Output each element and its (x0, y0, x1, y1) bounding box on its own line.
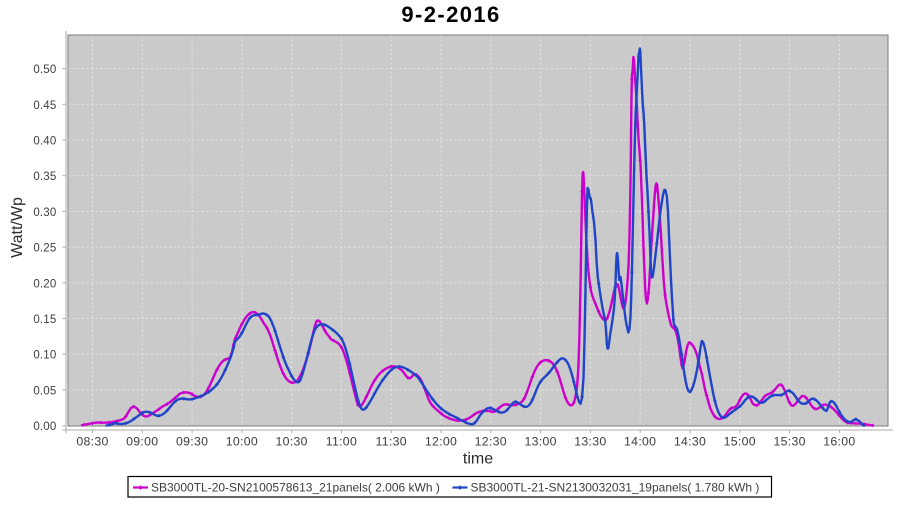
svg-text:0.05: 0.05 (33, 386, 56, 398)
svg-text:14:00: 14:00 (624, 434, 656, 448)
svg-text:12:30: 12:30 (475, 434, 507, 448)
svg-text:10:30: 10:30 (276, 434, 308, 448)
svg-text:16:00: 16:00 (823, 434, 855, 448)
svg-text:0.20: 0.20 (33, 278, 56, 290)
svg-text:15:30: 15:30 (773, 434, 805, 448)
svg-text:0.10: 0.10 (33, 350, 56, 362)
svg-text:12:00: 12:00 (425, 434, 457, 448)
svg-text:08:30: 08:30 (76, 434, 108, 448)
svg-text:0.30: 0.30 (33, 207, 56, 219)
svg-text:11:00: 11:00 (326, 434, 357, 448)
svg-text:0.15: 0.15 (33, 314, 56, 326)
svg-text:SB3000TL-20-SN2100578613_21pan: SB3000TL-20-SN2100578613_21panels( 2.006… (151, 481, 440, 495)
svg-text:0.45: 0.45 (33, 100, 56, 112)
svg-text:0.00: 0.00 (33, 421, 56, 433)
svg-text:15:00: 15:00 (724, 434, 756, 448)
svg-text:0.50: 0.50 (33, 64, 56, 76)
svg-text:SB3000TL-21-SN2130032031_19pan: SB3000TL-21-SN2130032031_19panels( 1.780… (471, 481, 760, 495)
svg-text:0.40: 0.40 (33, 136, 56, 148)
svg-text:9-2-2016: 9-2-2016 (401, 2, 500, 27)
svg-text:Watt/Wp: Watt/Wp (9, 197, 26, 258)
svg-text:13:30: 13:30 (574, 434, 606, 448)
svg-text:time: time (463, 451, 493, 468)
svg-text:09:30: 09:30 (176, 434, 208, 448)
svg-text:14:30: 14:30 (674, 434, 706, 448)
svg-text:09:00: 09:00 (126, 434, 158, 448)
svg-text:10:00: 10:00 (226, 434, 258, 448)
svg-text:0.25: 0.25 (33, 243, 56, 255)
svg-text:13:00: 13:00 (524, 434, 556, 448)
svg-text:0.35: 0.35 (33, 171, 56, 183)
svg-text:11:30: 11:30 (376, 434, 407, 448)
